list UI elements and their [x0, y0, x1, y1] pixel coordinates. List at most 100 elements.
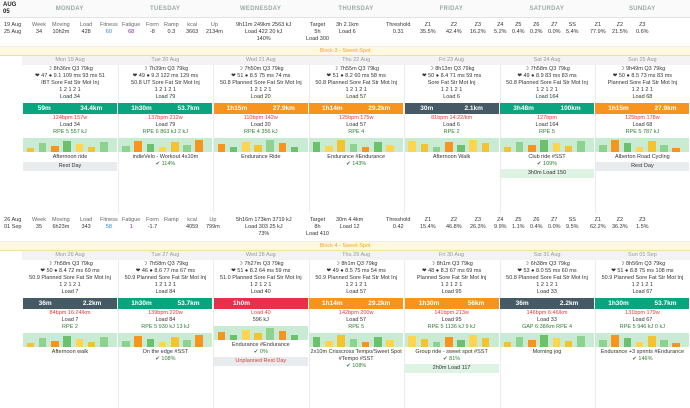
profile-segment [146, 339, 155, 347]
activity-distance: 27.9km [272, 105, 295, 112]
activity-hr-power: 81bpm 14:22/km [431, 115, 473, 121]
activity-distance: 2.2km [82, 300, 102, 307]
profile-segment [229, 335, 238, 340]
activity-bar[interactable]: 1h15m 27.9km [213, 103, 308, 114]
profile-segment [457, 145, 465, 152]
wellness-values: 1 2 1 2 1 [59, 282, 81, 288]
activity-name[interactable]: indieVelo - Workout 4x10m [132, 154, 199, 160]
activity-bar[interactable]: 1h30m 53.7km [595, 298, 690, 309]
activity-rpe-kj: RPE 5 930 kJ 13 kJ [141, 324, 190, 330]
wellness-labels: 50.9 Planned Sore Fat Str Mot Inj [601, 275, 684, 281]
activity-bar[interactable]: 59m 34.4km [23, 103, 117, 114]
day-cell[interactable]: Tue 20 Aug ☽ 7h39m Q3 79kg ❤ 49 ● 9.3 122 … [117, 56, 215, 213]
activity-name[interactable]: Morning jog [532, 349, 562, 355]
day-note[interactable]: Unplanned Rest Day [213, 357, 308, 366]
day-cell[interactable]: Mon 19 Aug ☽ 8h36m Q3 79kg ❤ 47 ● 9.1 109 … [22, 56, 119, 213]
profile-segment [51, 340, 59, 347]
activity-hr-power: 84bpm 16:24/km [49, 310, 91, 316]
profile-segment [374, 141, 382, 152]
activity-bar[interactable]: 36m 2.2km [23, 298, 117, 309]
profile-segment [100, 141, 108, 152]
day-note[interactable]: 2h0m Load 117 [404, 364, 499, 373]
day-date: Sun 01 Sep [594, 251, 690, 260]
day-cell[interactable]: Wed 28 Aug ☽ 7h27m Q3 79kg ❤ 51 ● 8.2 64 m… [212, 251, 310, 408]
activity-name[interactable]: 2x10m Crisscross Tempo/Sweet Spot #Tempo… [310, 349, 402, 362]
wellness-labels: 50.9 Planned Sore Fat Str Mot Inj [29, 275, 111, 281]
day-note[interactable]: 3h0m Load 150 [500, 169, 594, 178]
day-cell[interactable]: Sun 25 Aug ☽ 9h49m Q3 79kg ❤ 50 ● 8.5 73 m… [594, 56, 690, 213]
profile-segment [599, 340, 607, 347]
day-cell[interactable]: Wed 21 Aug ☽ 7h50m Q3 79kg ❤ 51 ● 8.5 75 m… [212, 56, 310, 213]
day-cell[interactable]: Fri 23 Aug ☽ 8h13m Q3 79kg ❤ 50 ● 8.4 71 m… [403, 56, 501, 213]
wellness-labels: 50.8 Planned Sore Fat Str Mot Inj [315, 80, 397, 86]
day-cell[interactable]: Sun 01 Sep ☽ 8h56m Q3 79kg ❤ 51 ● 8.8 75 m… [594, 251, 690, 408]
activity-bar[interactable]: 36m 2.2km [500, 298, 594, 309]
summary-stat: Fatigue 1 [122, 217, 141, 230]
activity-bar[interactable]: 3h48m 100km [500, 103, 594, 114]
profile-segment [183, 340, 191, 347]
activity-duration: 1h30m [131, 105, 152, 112]
activity-name[interactable]: On the edge #SST [142, 349, 189, 355]
activity-bar[interactable]: 1h14m 29.2km [309, 103, 404, 114]
activity-name[interactable]: Afternoon walk [51, 349, 89, 355]
activity-bar[interactable]: 30m 2.1km [404, 103, 499, 114]
workout-profile [118, 138, 213, 152]
activity-distance: 53.7km [654, 300, 677, 307]
activity-bar[interactable]: 1h0m [213, 298, 308, 309]
profile-segment [552, 338, 561, 347]
summary-stat: Form -1.7 [146, 217, 159, 230]
day-note[interactable]: Rest Day [595, 162, 690, 171]
activity-distance: 2.1km [464, 105, 483, 112]
activity-bar[interactable]: 1h15m 27.9km [595, 103, 690, 114]
day-header: TUESDAY [150, 6, 181, 12]
activity-load: Load 95 [441, 317, 462, 323]
day-cell[interactable]: Sat 31 Aug ☽ 6h38m Q3 79kg ❤ 53 ● 8.0 55 m… [499, 251, 596, 408]
day-note[interactable]: Rest Day [23, 162, 117, 171]
day-cell[interactable]: Tue 27 Aug ☽ 7h58m Q3 79kg ❤ 46 ● 8.6 77 m… [117, 251, 215, 408]
workout-profile [23, 333, 117, 347]
profile-segment [217, 332, 226, 340]
day-cell[interactable]: Thu 22 Aug ☽ 7h55m Q3 79kg ❤ 51 ● 8.2 60 m… [308, 56, 406, 213]
activity-rpe-kj: RPE 5 [539, 129, 555, 135]
summary-stat: Z3 1.5% [636, 217, 649, 230]
day-header: THURSDAY [338, 6, 374, 12]
activity-bar[interactable]: 1h30m 56km [404, 298, 499, 309]
profile-segment [290, 146, 299, 152]
wellness-values: 1 2 1 2 1 [440, 282, 463, 288]
activity-hr-power: 146bpm 6:46/km [526, 310, 568, 316]
activity-name[interactable]: Endurance #Endurance [231, 342, 290, 348]
day-load: Load 95 [441, 289, 462, 295]
workout-profile [500, 138, 594, 152]
day-cell[interactable]: Mon 26 Aug ☽ 7h58m Q3 79kg ❤ 50 ● 8.4 72 m… [22, 251, 119, 408]
workout-profile [500, 333, 594, 347]
current-date-nav[interactable]: AUG 05 [3, 2, 17, 15]
hrv-metrics: ❤ 50 ● 8.4 72 ms 69 ms [40, 268, 100, 274]
activity-bar[interactable]: 1h30m 53.7km [118, 298, 213, 309]
profile-segment [623, 143, 632, 152]
day-cell[interactable]: Sat 24 Aug ☽ 7h58m Q3 79kg ❤ 49 ● 8.9 83 m… [499, 56, 596, 213]
activity-name[interactable]: Afternoon ride [52, 154, 88, 160]
activity-distance: 34.4km [80, 105, 103, 112]
activity-distance: 53.7km [177, 105, 200, 112]
day-header: MONDAY [55, 6, 84, 12]
activity-name[interactable]: Club ride #SST [528, 154, 566, 160]
sleep-weight: ☽ 8h13m Q3 79kg [428, 66, 475, 72]
day-cell[interactable]: Thu 29 Aug ☽ 8h1m Q3 79kg ❤ 49 ● 8.5 75 ms… [308, 251, 406, 408]
hrv-metrics: ❤ 48 ● 8.3 67 ms 69 ms [421, 268, 482, 274]
summary-stat: 30m 4.4km Load 12 [336, 217, 364, 230]
sleep-weight: ☽ 8h1m Q3 79kg [334, 261, 378, 267]
activity-name[interactable]: Endurance +3 sprints #Endurance [600, 349, 685, 355]
day-cell[interactable]: Fri 30 Aug ☽ 8h1m Q3 79kg ❤ 48 ● 8.3 67 ms… [403, 251, 501, 408]
compliance-pct: ✔ 143% [346, 161, 367, 167]
wellness-labels: 51.0 Planned Sore Fat Str Mot Inj [219, 275, 302, 281]
activity-name[interactable]: Alberton Road Cycling [615, 154, 670, 160]
activity-bar[interactable]: 1h30m 53.7km [118, 103, 213, 114]
activity-name[interactable]: Group ride - sweet spot #SST [415, 349, 488, 355]
summary-stat: Fitness 60 [100, 22, 118, 35]
day-date: Thu 22 Aug [308, 56, 405, 65]
activity-name[interactable]: Afternoon Walk [432, 154, 471, 160]
activity-bar[interactable]: 1h14m 29.2km [309, 298, 404, 309]
activity-name[interactable]: Endurance Ride [241, 154, 281, 160]
profile-segment [63, 335, 71, 347]
activity-name[interactable]: Endurance #Endurance [327, 154, 386, 160]
